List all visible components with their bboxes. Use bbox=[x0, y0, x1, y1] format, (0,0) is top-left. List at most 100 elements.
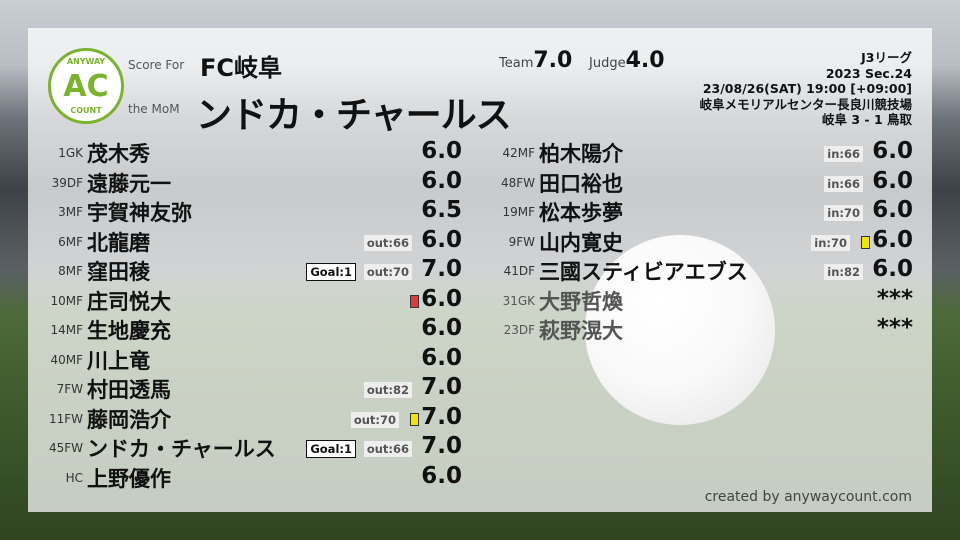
player-position: 10MF bbox=[50, 293, 83, 308]
match-info: J3リーグ 2023 Sec.24 23/08/26(SAT) 19:00 [+… bbox=[700, 50, 912, 128]
player-row: 11FW 藤岡浩介 7.0 out:70 bbox=[0, 404, 960, 433]
player-name: 宇賀神友弥 bbox=[87, 201, 192, 225]
player-row: 10MF 庄司悦大 6.0 bbox=[0, 286, 960, 315]
player-score: 7.0 bbox=[421, 374, 462, 400]
player-row: 19MF 松本歩夢 6.0 in:70 bbox=[0, 197, 960, 226]
judge-score-value: 4.0 bbox=[625, 48, 665, 73]
player-position: 41DF bbox=[503, 264, 535, 278]
player-row: 8MF 窪田稜 7.0 out:70 Goal:1 bbox=[0, 256, 960, 285]
player-row: 9FW 山内寛史 6.0 in:70 bbox=[0, 227, 960, 256]
player-score: 6.0 bbox=[872, 167, 913, 194]
player-score: 7.0 bbox=[421, 256, 462, 282]
substitution-tag: out:70 bbox=[363, 264, 412, 280]
player-row: 41DF 三國スティビアエブス 6.0 in:82 bbox=[0, 256, 960, 285]
yellow-card-icon bbox=[861, 235, 870, 249]
player-position: 6MF bbox=[58, 234, 83, 249]
player-name: 柏木陽介 bbox=[539, 142, 623, 166]
player-name: 村田透馬 bbox=[87, 378, 171, 402]
player-score: 6.0 bbox=[872, 138, 913, 164]
player-score: 6.0 bbox=[421, 167, 462, 194]
logo-top-text: ANYWAY bbox=[66, 57, 106, 66]
goal-badge: Goal:1 bbox=[306, 263, 356, 281]
player-position: 31GK bbox=[502, 293, 535, 308]
player-score: 6.0 bbox=[872, 226, 913, 253]
player-position: 42MF bbox=[502, 146, 535, 160]
player-score: *** bbox=[876, 315, 913, 341]
player-score: 6.5 bbox=[421, 197, 462, 223]
result: 岐阜 3 - 1 鳥取 bbox=[822, 112, 912, 127]
substitution-tag: in:66 bbox=[824, 146, 863, 162]
substitution-tag: in:70 bbox=[824, 205, 863, 221]
mom-name: ンドカ・チャールス bbox=[196, 95, 512, 136]
player-row: 40MF 川上竜 6.0 bbox=[0, 345, 960, 374]
player-name: 松本歩夢 bbox=[539, 201, 623, 225]
player-name: 上野優作 bbox=[87, 466, 171, 491]
player-position: 48FW bbox=[500, 175, 535, 190]
player-row: 45FW ンドカ・チャールス 7.0 out:66 Goal:1 bbox=[0, 433, 960, 462]
player-name: 三國スティビアエブス bbox=[539, 260, 748, 284]
team-score-value: 7.0 bbox=[533, 48, 573, 73]
player-score: *** bbox=[876, 285, 913, 312]
goal-badge: Goal:1 bbox=[306, 440, 356, 458]
league: J3リーグ bbox=[861, 50, 912, 65]
player-score: 6.0 bbox=[421, 462, 462, 489]
player-position: 39DF bbox=[51, 175, 83, 190]
player-row: 48FW 田口裕也 6.0 in:66 bbox=[0, 168, 960, 197]
player-row: 31GK 大野哲煥 *** bbox=[0, 286, 960, 315]
player-score: 6.0 bbox=[421, 315, 462, 341]
substitution-tag: in:66 bbox=[824, 175, 863, 192]
player-name: 藤岡浩介 bbox=[87, 407, 171, 432]
player-name: 茂木秀 bbox=[87, 142, 150, 166]
score-for-label: Score For bbox=[128, 58, 185, 72]
player-position: 19MF bbox=[502, 205, 535, 219]
player-name: 窪田稜 bbox=[87, 260, 150, 284]
substitution-tag: in:82 bbox=[824, 264, 863, 280]
red-card-icon bbox=[410, 294, 419, 308]
yellow-card-icon bbox=[410, 412, 419, 426]
player-position: 40MF bbox=[50, 352, 83, 367]
player-row: 39DF 遠藤元一 6.0 bbox=[0, 168, 960, 197]
substitution-tag: out:70 bbox=[350, 411, 399, 428]
player-name: 大野哲煥 bbox=[539, 289, 623, 314]
player-row: 23DF 萩野滉大 *** bbox=[0, 315, 960, 344]
player-position: 8MF bbox=[58, 264, 83, 278]
substitution-tag: in:70 bbox=[811, 234, 850, 251]
player-score: 6.0 bbox=[421, 138, 462, 164]
substitution-tag: out:66 bbox=[363, 234, 412, 251]
player-row: 1GK 茂木秀 6.0 bbox=[0, 138, 960, 167]
player-name: 川上竜 bbox=[87, 348, 150, 373]
player-score: 6.0 bbox=[421, 285, 462, 312]
player-name: 生地慶充 bbox=[87, 319, 171, 343]
player-row: 6MF 北龍磨 6.0 out:66 bbox=[0, 227, 960, 256]
score-panel bbox=[28, 28, 932, 512]
substitution-tag: out:66 bbox=[363, 441, 412, 457]
player-position: 11FW bbox=[48, 411, 83, 426]
player-row: 42MF 柏木陽介 6.0 in:66 bbox=[0, 138, 960, 167]
player-name: 山内寛史 bbox=[539, 230, 623, 255]
player-score: 7.0 bbox=[421, 433, 462, 459]
player-name: ンドカ・チャールス bbox=[87, 437, 276, 461]
player-score: 6.0 bbox=[421, 226, 462, 253]
player-position: HC bbox=[65, 470, 83, 485]
judge-score: Judge4.0 bbox=[589, 48, 665, 73]
player-name: 遠藤元一 bbox=[87, 171, 171, 196]
player-score: 6.0 bbox=[872, 256, 913, 282]
player-position: 9FW bbox=[508, 234, 535, 249]
substitution-tag: out:82 bbox=[363, 382, 412, 398]
season: 2023 Sec.24 bbox=[825, 65, 912, 81]
player-name: 北龍磨 bbox=[87, 230, 150, 255]
player-position: 7FW bbox=[56, 382, 83, 396]
player-score: 6.0 bbox=[421, 344, 462, 371]
team-score-label: Team bbox=[499, 56, 534, 71]
player-position: 14MF bbox=[50, 323, 83, 337]
datetime: 23/08/26(SAT) 19:00 [+09:00] bbox=[702, 81, 912, 96]
team-name: FC岐阜 bbox=[200, 54, 283, 82]
mom-label: the MoM bbox=[128, 102, 180, 116]
credit: created by anywaycount.com bbox=[704, 489, 912, 505]
player-row: 7FW 村田透馬 7.0 out:82 bbox=[0, 374, 960, 403]
judge-score-label: Judge bbox=[589, 56, 626, 71]
venue: 岐阜メモリアルセンター長良川競技場 bbox=[699, 96, 912, 112]
team-score: Team7.0 bbox=[499, 48, 572, 73]
player-name: 庄司悦大 bbox=[87, 289, 171, 314]
logo-bottom-text: COUNT bbox=[70, 106, 102, 115]
